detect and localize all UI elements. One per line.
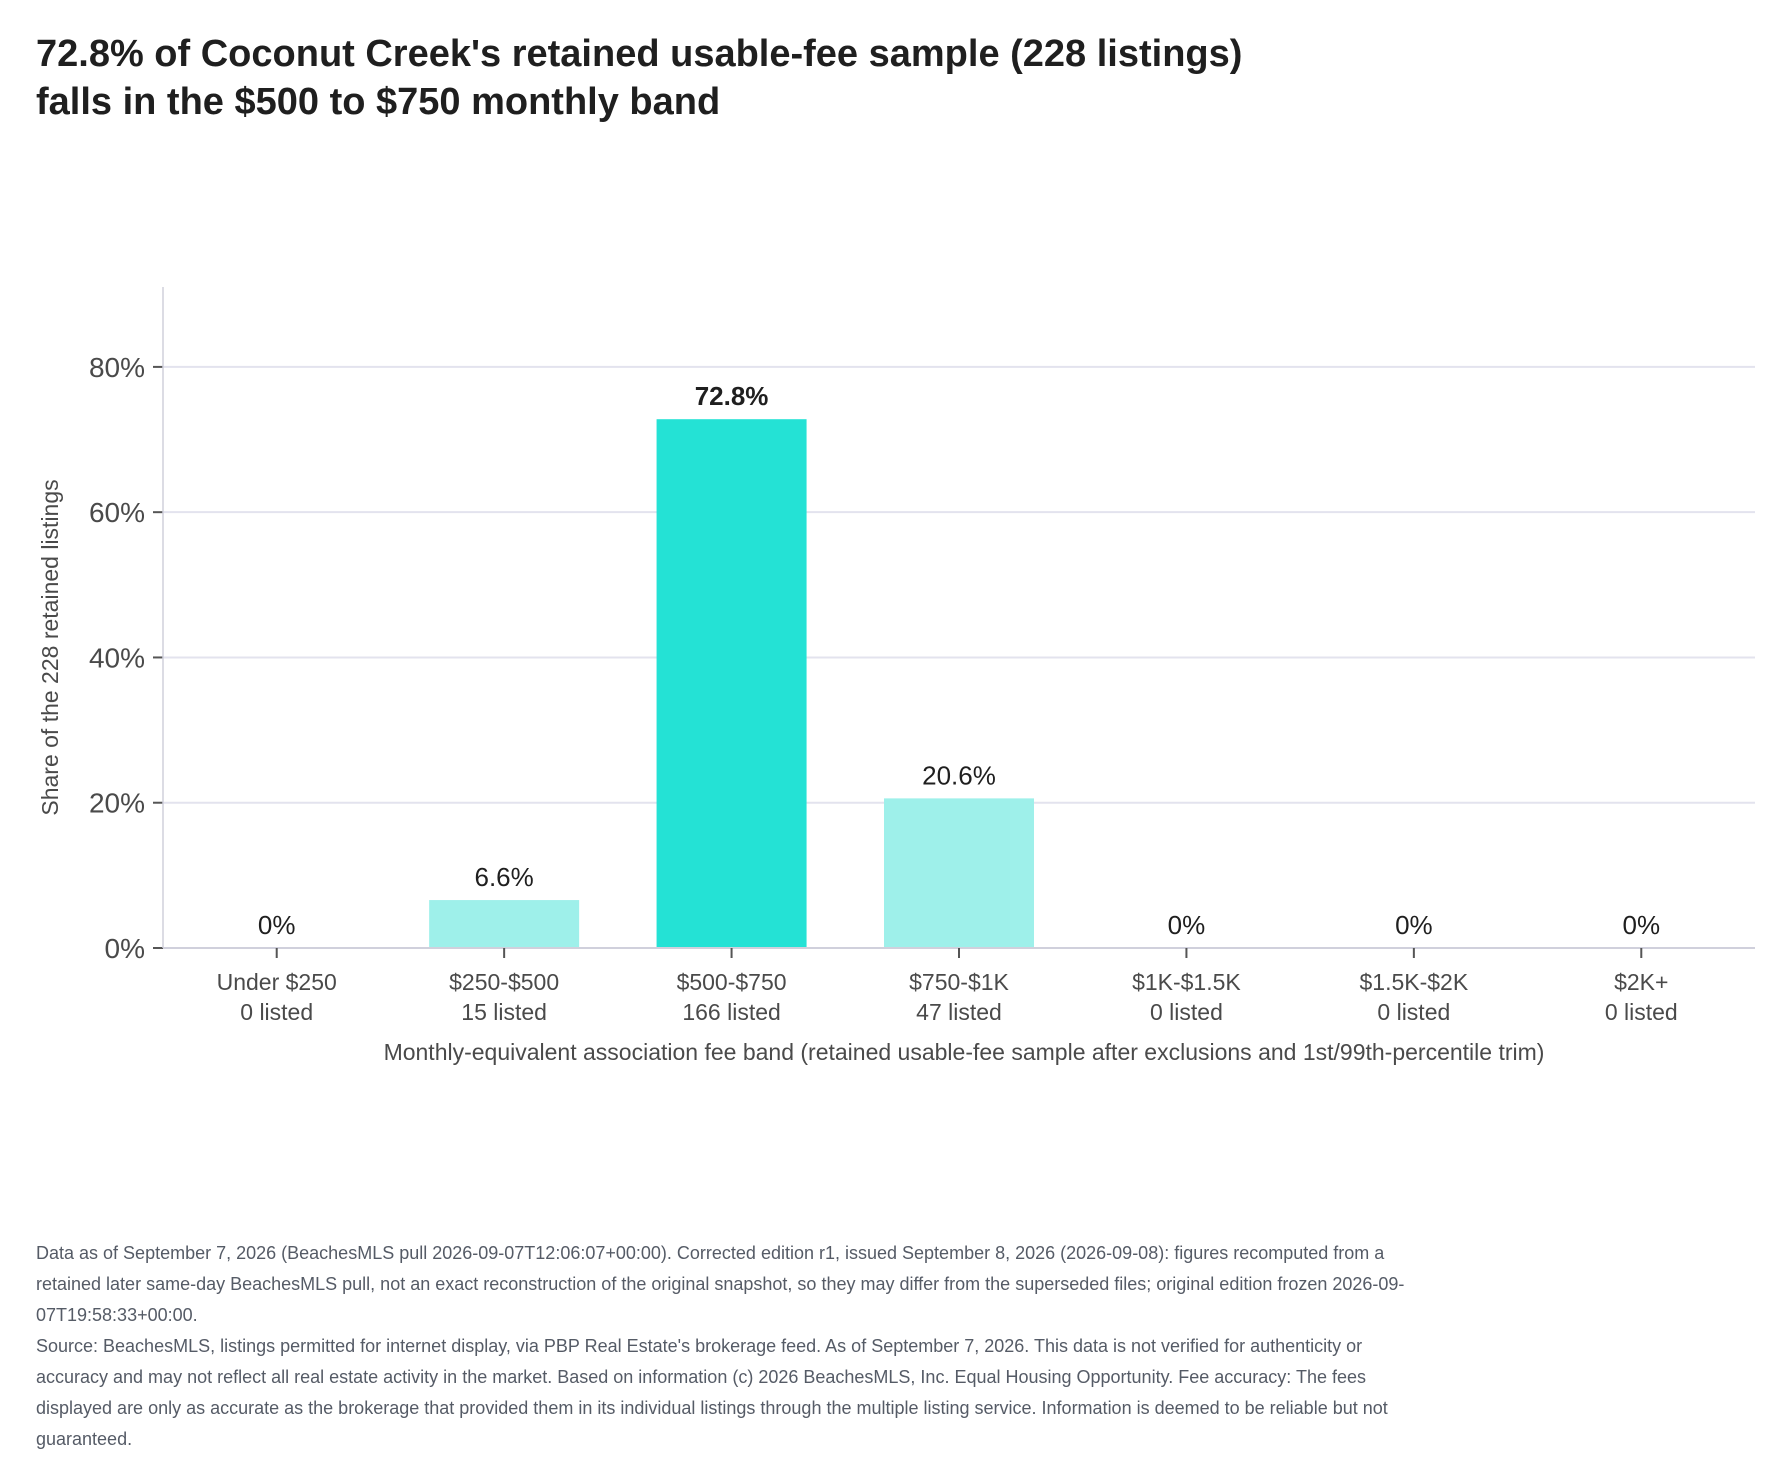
- x-tick-label: $1K-$1.5K: [1132, 969, 1241, 995]
- y-tick-label: 80%: [89, 352, 145, 383]
- bar: [429, 900, 580, 948]
- x-axis-label: Monthly-equivalent association fee band …: [384, 1039, 1545, 1065]
- y-axis-label: Share of the 228 retained listings: [37, 479, 63, 815]
- bar-chart: 0% 20% 40% 60% 80% 0% 6.6% 72.8% 20.6% 0% 0% 0% Un…: [37, 287, 1755, 1065]
- x-tick-count-label: 166 listed: [682, 999, 780, 1025]
- chart-title-line-2: falls in the $500 to $750 monthly band: [36, 81, 721, 123]
- y-tick-label: 40%: [89, 642, 145, 673]
- x-axis: Under $250 0 listed $250-$500 15 listed $500…: [163, 947, 1755, 1025]
- footnotes: Data as of September 7, 2026 (BeachesMLS…: [36, 1238, 1416, 1455]
- bars: 0% 6.6% 72.8% 20.6% 0% 0% 0%: [258, 381, 1660, 948]
- y-tick-label: 60%: [89, 497, 145, 528]
- data-label: 0%: [1622, 910, 1660, 940]
- x-tick-count-label: 47 listed: [916, 999, 1002, 1025]
- bar: [656, 419, 807, 948]
- y-tick-label: 0%: [105, 933, 145, 964]
- chart-title: 72.8% of Coconut Creek's retained usable…: [36, 30, 1636, 126]
- bar: [884, 798, 1034, 948]
- y-axis: 0% 20% 40% 60% 80%: [89, 287, 164, 964]
- chart-title-line-1: 72.8% of Coconut Creek's retained usable…: [36, 33, 1243, 75]
- data-label: 20.6%: [922, 760, 996, 790]
- x-tick-label: $2K+: [1614, 969, 1668, 995]
- x-tick-label: Under $250: [217, 969, 337, 995]
- data-label: 0%: [1168, 910, 1206, 940]
- x-tick-count-label: 0 listed: [1150, 999, 1223, 1025]
- x-tick-count-label: 0 listed: [1377, 999, 1450, 1025]
- data-label: 72.8%: [695, 381, 769, 411]
- x-tick-count-label: 15 listed: [461, 999, 547, 1025]
- data-note: Data as of September 7, 2026 (BeachesMLS…: [36, 1243, 1405, 1325]
- gridlines: [163, 365, 1755, 804]
- y-tick-label: 20%: [89, 788, 145, 819]
- x-tick-label: $750-$1K: [909, 969, 1009, 995]
- x-tick-count-label: 0 listed: [1605, 999, 1678, 1025]
- x-tick-count-label: 0 listed: [240, 999, 313, 1025]
- x-tick-label: $250-$500: [449, 969, 559, 995]
- x-tick-label: $500-$750: [677, 969, 787, 995]
- data-label: 0%: [1395, 910, 1433, 940]
- source-note: Source: BeachesMLS, listings permitted f…: [36, 1336, 1388, 1449]
- x-tick-label: $1.5K-$2K: [1360, 969, 1469, 995]
- data-label: 0%: [258, 910, 296, 940]
- data-label: 6.6%: [475, 862, 534, 892]
